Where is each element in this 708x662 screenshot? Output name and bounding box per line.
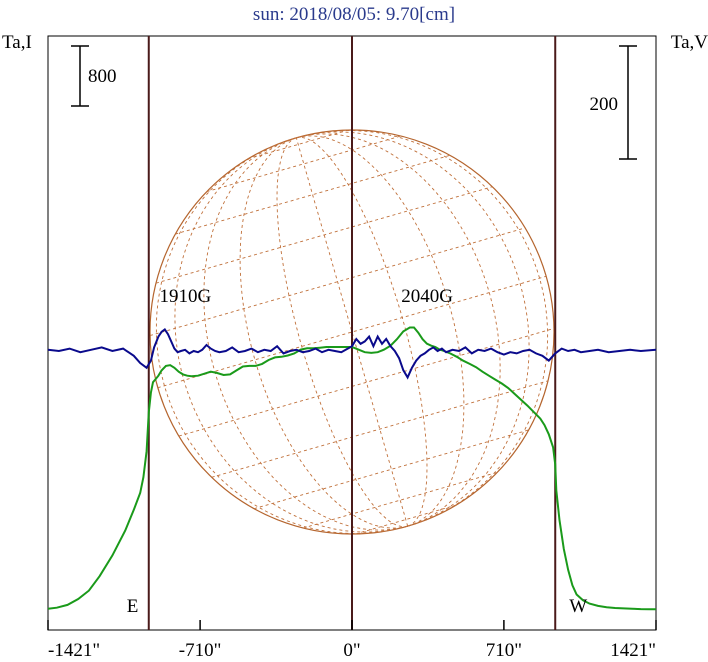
latitude-line (253, 429, 529, 510)
scale-bars: 800 200 (71, 45, 637, 160)
chart-title: sun: 2018/08/05: 9.70[cm] (252, 4, 456, 25)
series-line-polarization (47, 327, 657, 380)
x-axis-ticks: -1421" -710" 0" 710" 1421" (47, 620, 657, 661)
longitude-line (296, 133, 501, 527)
scale-bar-label: 200 (590, 94, 619, 115)
x-tick-label: -1421" (48, 640, 100, 661)
right-axis-label: Ta,V (670, 32, 708, 53)
limb-label-east: E (127, 596, 139, 617)
longitude-line (203, 137, 408, 531)
latitude-line (211, 380, 548, 478)
x-tick-label: -710" (179, 640, 222, 661)
limb-label-west: W (569, 596, 587, 617)
left-axis-label: Ta,I (2, 32, 32, 53)
series-group (47, 326, 657, 611)
annotation-label: 2040G (401, 286, 453, 307)
longitude-line (239, 137, 408, 529)
annotations: 1910G 2040G E W (127, 286, 587, 617)
annotation-label: 1910G (159, 286, 211, 307)
longitude-line (296, 130, 549, 527)
x-tick-label: 0" (343, 640, 360, 661)
series-line-intensity (47, 326, 657, 611)
longitude-line (296, 136, 428, 527)
solar-disk-grid (149, 129, 555, 535)
longitude-line (155, 137, 408, 534)
latitude-line (156, 186, 493, 284)
scale-bar-label: 800 (88, 66, 117, 87)
latitude-line (355, 504, 457, 535)
x-tick-label: 710" (486, 640, 522, 661)
limb-center-lines (147, 36, 557, 630)
x-tick-label: 1421" (610, 640, 656, 661)
latitude-line (178, 328, 554, 437)
longitude-line (174, 137, 408, 533)
longitude-line (296, 135, 465, 527)
longitude-line (296, 131, 530, 527)
longitude-line (276, 137, 408, 528)
latitude-line (303, 471, 498, 529)
